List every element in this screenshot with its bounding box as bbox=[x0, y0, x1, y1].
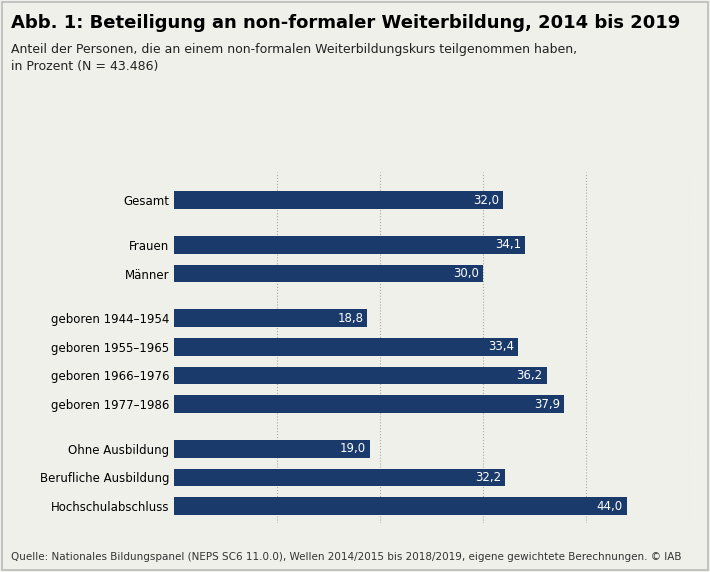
Bar bbox=[174, 497, 627, 515]
Bar bbox=[174, 309, 368, 327]
Bar bbox=[174, 440, 369, 458]
Text: in Prozent (N = 43.486): in Prozent (N = 43.486) bbox=[11, 60, 158, 73]
Text: Quelle: Nationales Bildungspanel (NEPS SC6 11.0.0), Wellen 2014/2015 bis 2018/20: Quelle: Nationales Bildungspanel (NEPS S… bbox=[11, 552, 681, 562]
Bar bbox=[174, 192, 503, 209]
Bar bbox=[174, 367, 547, 384]
Bar bbox=[174, 468, 506, 486]
Text: Abb. 1: Beteiligung an non-formaler Weiterbildung, 2014 bis 2019: Abb. 1: Beteiligung an non-formaler Weit… bbox=[11, 14, 680, 32]
Bar bbox=[174, 338, 518, 356]
Text: 32,2: 32,2 bbox=[475, 471, 501, 484]
Text: 36,2: 36,2 bbox=[516, 369, 542, 382]
Text: 33,4: 33,4 bbox=[488, 340, 513, 353]
Bar bbox=[174, 265, 483, 283]
Bar bbox=[174, 395, 564, 413]
Text: 37,9: 37,9 bbox=[534, 398, 560, 411]
Text: 32,0: 32,0 bbox=[474, 194, 499, 207]
Bar bbox=[174, 236, 525, 254]
Text: 44,0: 44,0 bbox=[596, 500, 623, 513]
Text: Anteil der Personen, die an einem non-formalen Weiterbildungskurs teilgenommen h: Anteil der Personen, die an einem non-fo… bbox=[11, 43, 577, 56]
Text: 30,0: 30,0 bbox=[453, 267, 479, 280]
Text: 19,0: 19,0 bbox=[339, 442, 366, 455]
Text: 18,8: 18,8 bbox=[337, 312, 364, 324]
Text: 34,1: 34,1 bbox=[495, 239, 521, 251]
